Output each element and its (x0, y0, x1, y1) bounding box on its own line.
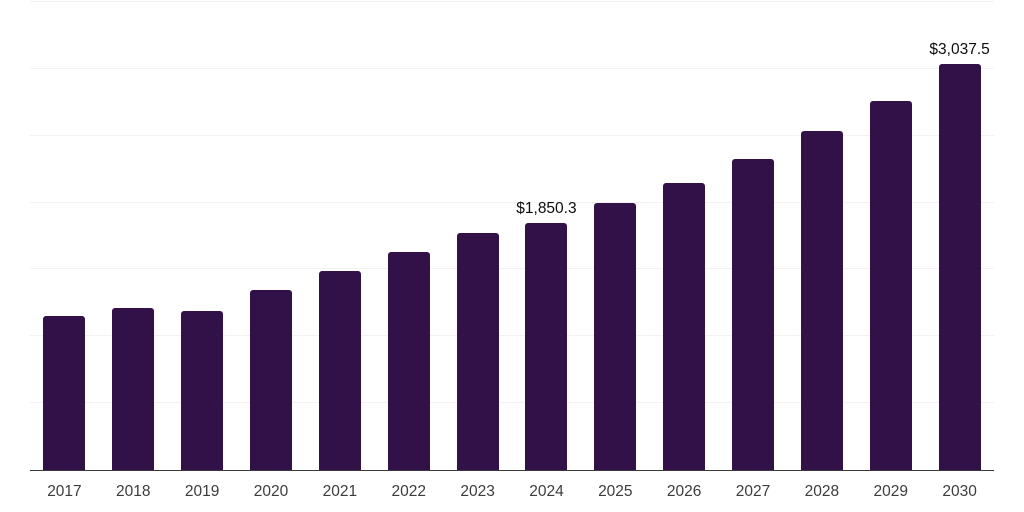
bar-2023 (456, 232, 499, 470)
bar-slot-2028 (787, 130, 856, 470)
gridline (30, 402, 994, 404)
bar-2027 (732, 158, 775, 470)
x-tick-label-2029: 2029 (873, 483, 908, 500)
x-tick-label-2030: 2030 (942, 483, 977, 500)
bar-slot-2020 (237, 290, 306, 470)
bar-2017 (43, 316, 86, 470)
bar-slot-2025 (581, 202, 650, 470)
x-axis-labels: 2017 2018 2019 2020 2021 2022 2023 2024 2025 2026… (30, 483, 994, 501)
bar-2025 (594, 202, 637, 470)
x-tick-label-2023: 2023 (460, 483, 495, 500)
bar-slot-2026 (650, 182, 719, 470)
x-tick-label-2018: 2018 (116, 483, 151, 500)
bar-slot-2017 (30, 316, 99, 470)
bars-row: $1,850.3 $3,037.5 (30, 2, 994, 470)
bar-slot-2018 (99, 308, 168, 470)
bar-2024 (525, 222, 568, 470)
bar-slot-2024: $1,850.3 (512, 200, 581, 470)
plot-area: $1,850.3 $3,037.5 (30, 1, 994, 471)
x-tick-label-2019: 2019 (184, 483, 220, 500)
bar-slot-2023 (443, 232, 512, 470)
gridline (30, 268, 994, 270)
gridline (30, 134, 994, 136)
x-tick-label-2027: 2027 (735, 483, 771, 500)
data-label-2030: $3,037.5 (929, 40, 990, 58)
bar-2028 (800, 130, 843, 470)
bar-slot-2019 (168, 311, 237, 470)
gridline (30, 201, 994, 203)
bar-2020 (250, 290, 292, 470)
x-tick-label-2021: 2021 (322, 483, 358, 500)
x-tick-label-2022: 2022 (391, 483, 426, 500)
bar-chart: $1,850.3 $3,037.5 2017 2018 2019 2020 2021 202… (30, 0, 994, 512)
bar-slot-2030: $3,037.5 (925, 41, 994, 470)
x-tick-label-2024: 2024 (529, 483, 564, 500)
bar-slot-2029 (856, 100, 925, 470)
gridline (30, 335, 994, 337)
bar-2018 (112, 308, 155, 470)
bar-slot-2021 (305, 270, 374, 470)
bar-slot-2022 (374, 252, 443, 470)
bar-2021 (318, 270, 361, 470)
bar-2029 (869, 100, 912, 470)
bar-2026 (663, 182, 706, 470)
gridline (30, 1, 994, 2)
x-tick-label-2017: 2017 (47, 483, 82, 500)
bar-slot-2027 (719, 158, 788, 470)
x-tick-label-2028: 2028 (804, 483, 840, 500)
bar-2022 (387, 252, 430, 470)
bar-2019 (181, 311, 224, 470)
x-tick-label-2020: 2020 (253, 483, 289, 500)
x-tick-label-2026: 2026 (666, 483, 702, 500)
gridline (30, 67, 994, 69)
data-label-2024: $1,850.3 (516, 199, 577, 217)
bar-2030 (938, 63, 981, 470)
x-tick-label-2025: 2025 (598, 483, 633, 500)
